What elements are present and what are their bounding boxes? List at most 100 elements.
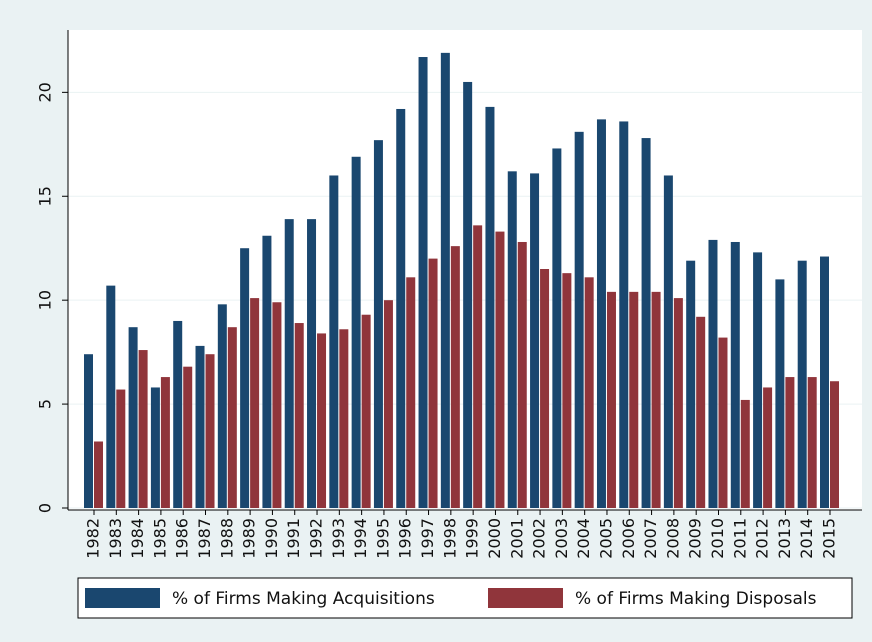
bar <box>351 156 361 508</box>
bar <box>485 106 495 508</box>
bar <box>517 241 527 508</box>
bar <box>440 52 450 508</box>
legend <box>77 577 853 619</box>
bar <box>507 171 517 509</box>
x-tick-label: 2004 <box>574 518 593 559</box>
bar <box>406 277 416 508</box>
bar <box>606 291 616 508</box>
bar <box>495 231 505 508</box>
bar <box>138 350 148 508</box>
y-tick-label: 20 <box>36 82 55 102</box>
x-tick-label: 1991 <box>284 518 303 559</box>
x-tick-label: 2000 <box>485 518 504 559</box>
bar <box>418 57 428 508</box>
bar <box>150 387 160 508</box>
x-tick-label: 2001 <box>507 518 526 559</box>
bar <box>696 316 706 508</box>
bar <box>820 256 829 508</box>
x-tick-label: 2009 <box>686 518 705 559</box>
bar <box>619 121 629 508</box>
y-tick-label: 10 <box>36 290 55 310</box>
bar <box>173 320 183 508</box>
bar <box>596 119 606 508</box>
x-tick-label: 1995 <box>373 518 392 559</box>
x-tick-label: 2012 <box>753 518 772 559</box>
legend-label: % of Firms Making Disposals <box>575 589 817 609</box>
bar <box>284 219 294 508</box>
x-tick-label: 2008 <box>663 518 682 559</box>
bar <box>428 258 438 508</box>
bar <box>116 389 126 508</box>
x-tick-label: 1988 <box>217 518 236 559</box>
bar <box>339 329 349 508</box>
bar <box>383 300 393 508</box>
x-tick-label: 1993 <box>329 518 348 559</box>
bar <box>361 314 371 508</box>
bar <box>708 239 718 508</box>
bar <box>775 279 785 508</box>
bar <box>574 131 584 508</box>
bar <box>262 235 272 508</box>
bar <box>740 399 750 508</box>
x-tick-label: 2010 <box>708 518 727 559</box>
legend-swatch <box>488 588 563 608</box>
bar <box>785 377 795 508</box>
x-tick-label: 2006 <box>619 518 638 559</box>
bar <box>562 273 572 508</box>
bar <box>94 441 103 508</box>
x-tick-label: 2014 <box>797 518 816 559</box>
bar <box>240 248 250 508</box>
x-tick-label: 1985 <box>150 518 169 559</box>
bar <box>205 354 215 508</box>
bar <box>763 387 773 508</box>
bar <box>530 173 540 508</box>
bar <box>250 298 260 508</box>
bar <box>651 291 661 508</box>
bar <box>718 337 728 508</box>
bar <box>629 291 639 508</box>
bar <box>160 377 170 508</box>
x-tick-label: 2015 <box>820 518 839 559</box>
y-tick-label: 0 <box>36 503 55 513</box>
x-tick-label: 1989 <box>240 518 259 559</box>
bar <box>663 175 673 508</box>
legend-swatch <box>85 588 160 608</box>
x-tick-label: 2002 <box>530 518 549 559</box>
bar <box>128 327 138 508</box>
x-tick-label: 1984 <box>128 518 147 559</box>
bar <box>183 366 193 508</box>
bar <box>294 323 304 508</box>
x-tick-label: 1982 <box>84 518 103 559</box>
x-tick-label: 1999 <box>463 518 482 559</box>
bar <box>753 252 763 508</box>
bar <box>317 333 327 508</box>
x-tick-label: 1994 <box>351 518 370 559</box>
x-tick-label: 1983 <box>106 518 125 559</box>
x-tick-label: 1986 <box>173 518 192 559</box>
x-tick-label: 2013 <box>775 518 794 559</box>
bar <box>307 219 317 508</box>
x-tick-label: 1987 <box>195 518 214 559</box>
bar <box>797 260 807 508</box>
bar <box>463 81 473 509</box>
bar <box>686 260 696 508</box>
bar <box>473 225 483 509</box>
bar <box>396 108 406 509</box>
bar <box>84 354 93 508</box>
x-tick-label: 2003 <box>552 518 571 559</box>
bar <box>329 175 339 508</box>
x-tick-label: 2011 <box>730 518 749 559</box>
bar <box>450 246 460 508</box>
bar <box>830 381 839 508</box>
bar <box>584 277 594 508</box>
bar <box>373 140 383 508</box>
bar <box>540 269 550 508</box>
y-tick-label: 5 <box>36 399 55 409</box>
legend-label: % of Firms Making Acquisitions <box>172 589 435 609</box>
x-tick-label: 2007 <box>641 518 660 559</box>
x-tick-label: 1997 <box>418 518 437 559</box>
x-tick-label: 1992 <box>307 518 326 559</box>
bar <box>730 241 740 508</box>
bar <box>106 285 116 508</box>
